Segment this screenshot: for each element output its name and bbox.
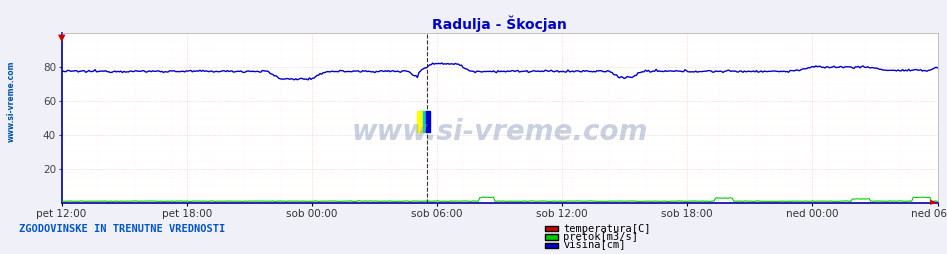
Bar [423, 111, 426, 132]
Title: Radulja - Škocjan: Radulja - Škocjan [432, 15, 567, 32]
Text: višina[cm]: višina[cm] [563, 240, 626, 250]
Text: www.si-vreme.com: www.si-vreme.com [351, 118, 648, 146]
Text: ZGODOVINSKE IN TRENUTNE VREDNOSTI: ZGODOVINSKE IN TRENUTNE VREDNOSTI [19, 225, 225, 234]
Text: www.si-vreme.com: www.si-vreme.com [7, 61, 16, 142]
Text: pretok[m3/s]: pretok[m3/s] [563, 232, 638, 242]
Text: ►: ► [930, 196, 938, 206]
Text: ▼: ▼ [58, 33, 65, 43]
Bar [426, 111, 430, 132]
Text: temperatura[C]: temperatura[C] [563, 224, 651, 234]
Bar [418, 111, 423, 132]
